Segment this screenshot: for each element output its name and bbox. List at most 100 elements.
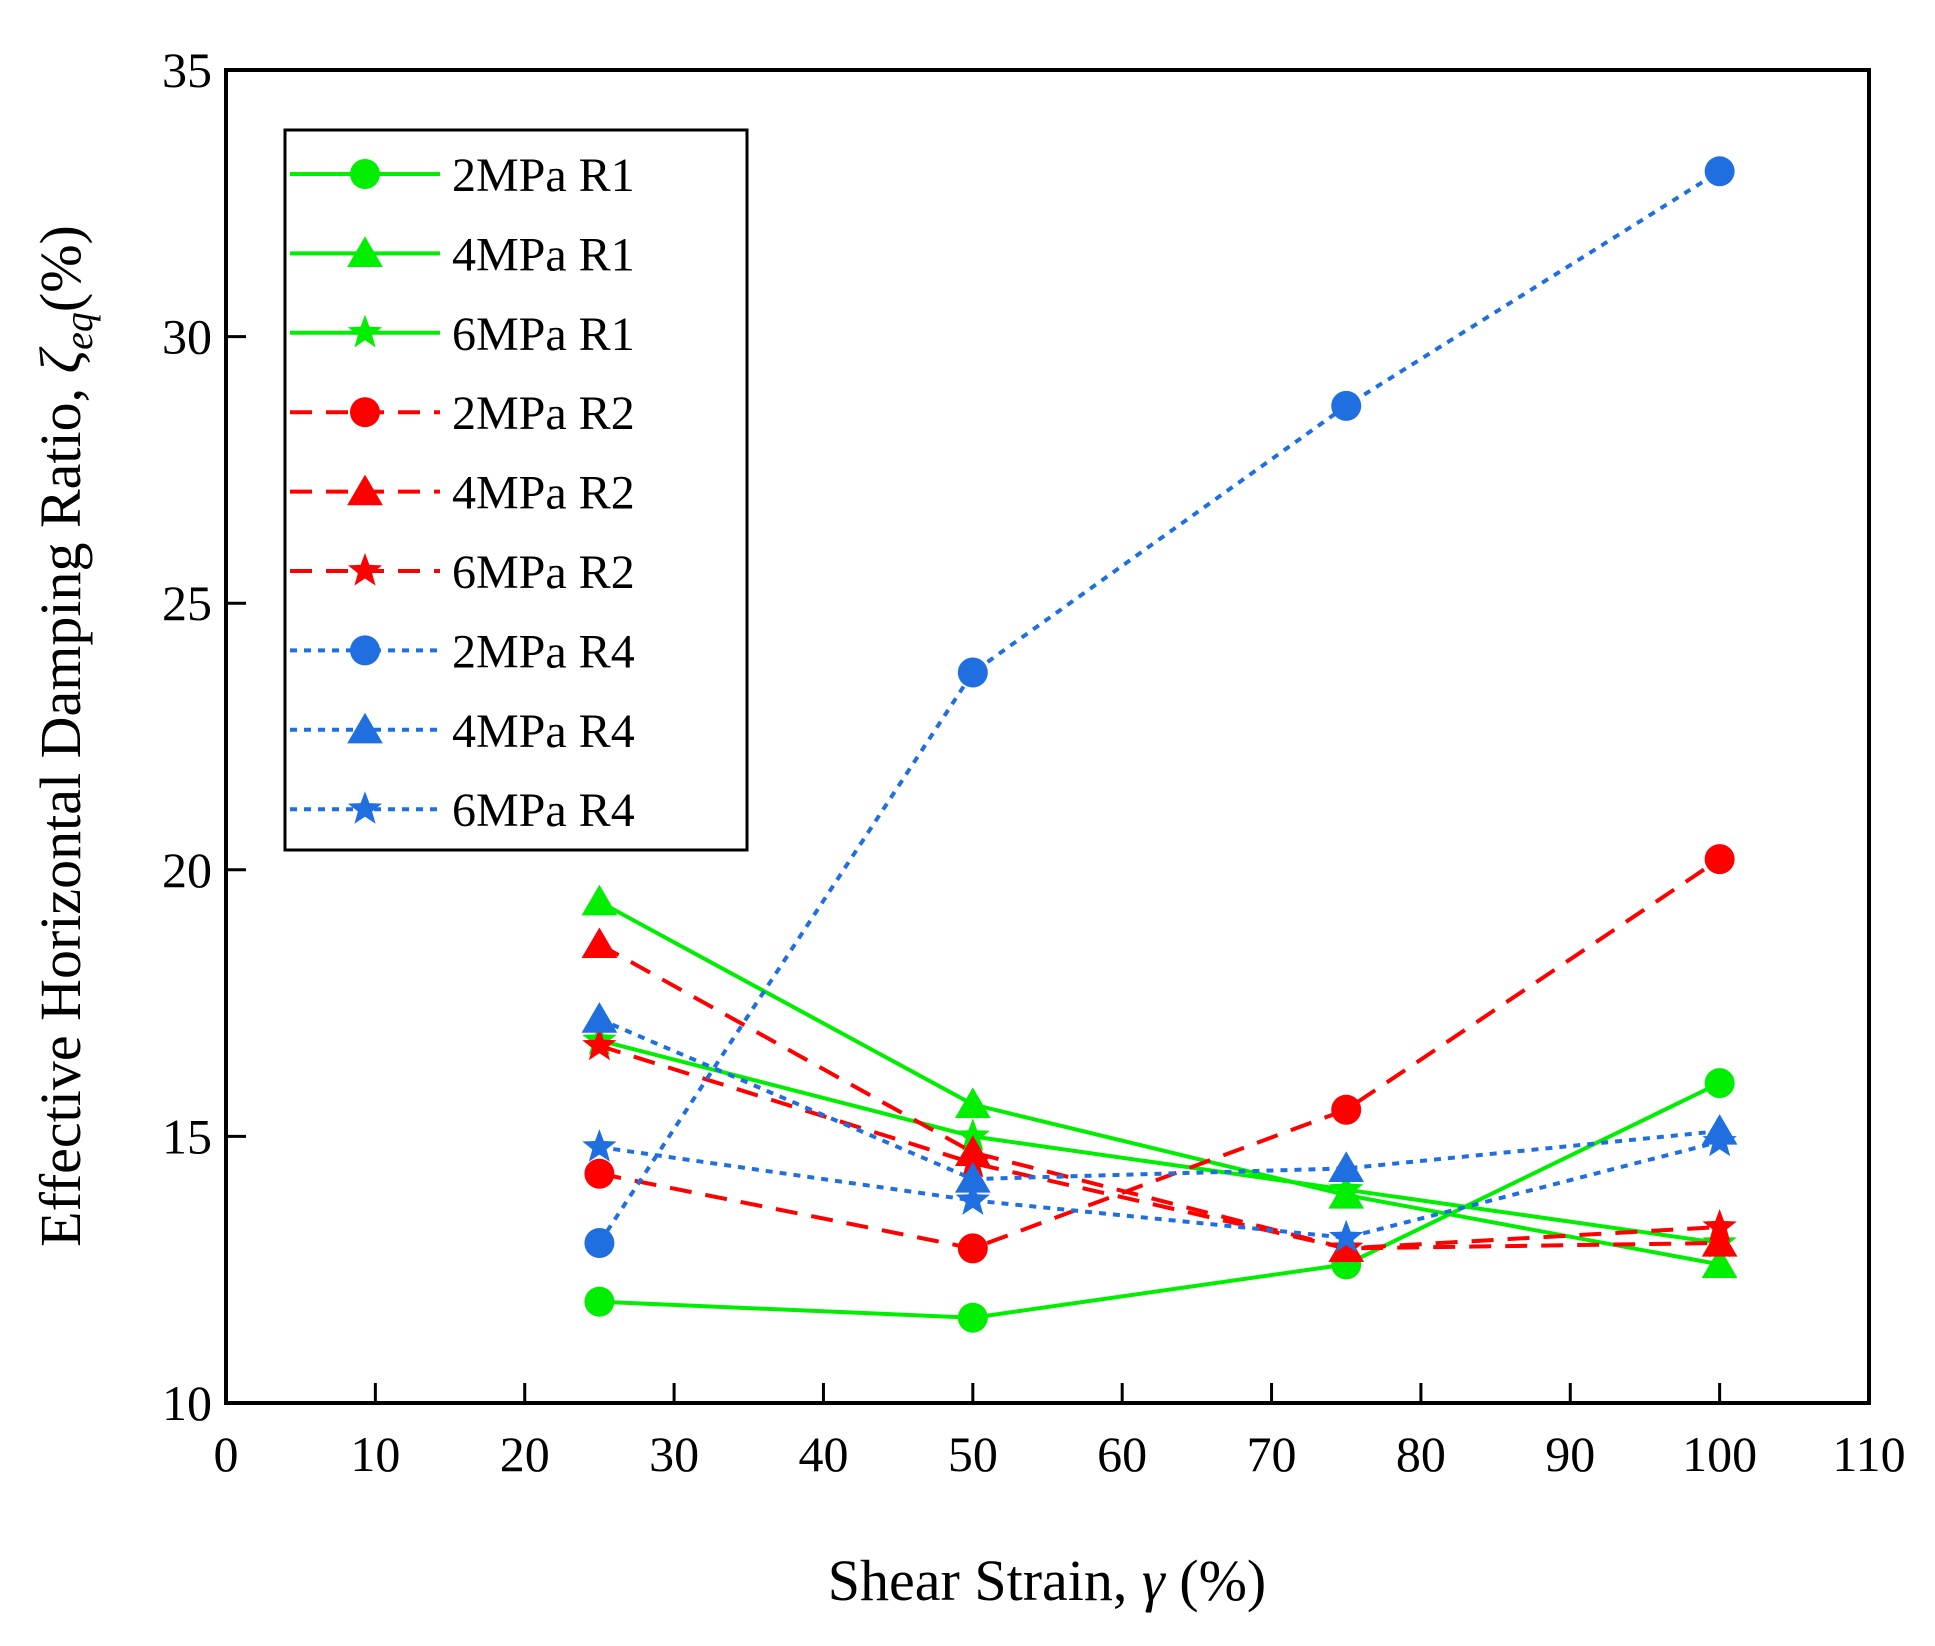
y-axis-title-prefix: Effective Horizontal Damping Ratio, xyxy=(28,373,93,1247)
data-point-2mpa-r1 xyxy=(584,1286,615,1317)
data-point-2mpa-r2 xyxy=(1704,844,1735,875)
legend-marker xyxy=(350,635,380,666)
data-point-6mpa-r4 xyxy=(582,1129,617,1162)
data-point-2mpa-r1 xyxy=(957,1302,988,1333)
legend-label: 2MPa R2 xyxy=(452,387,635,440)
x-tick-label: 70 xyxy=(1247,1426,1297,1482)
data-point-2mpa-r4 xyxy=(1704,156,1735,187)
plot-frame xyxy=(224,68,1871,1405)
data-point-4mpa-r4 xyxy=(581,1002,618,1033)
x-axis-title-prefix: Shear Strain, xyxy=(828,1548,1142,1613)
series-2mpa-r4 xyxy=(584,156,1735,1259)
series-line-2mpa-r2 xyxy=(599,857,1721,1251)
series-2mpa-r2 xyxy=(584,844,1735,1264)
data-point-4mpa-r2 xyxy=(1701,1226,1738,1257)
legend-marker xyxy=(347,236,383,267)
data-point-4mpa-r1 xyxy=(581,884,618,916)
legend-marker xyxy=(347,474,383,506)
data-point-6mpa-r2 xyxy=(1702,1209,1737,1242)
y-tick-label: 35 xyxy=(162,42,212,98)
x-axis-title-symbol: γ xyxy=(1142,1548,1167,1613)
series-layer xyxy=(581,156,1738,1333)
data-point-4mpa-r4 xyxy=(954,1162,991,1193)
data-point-6mpa-r4 xyxy=(1329,1219,1364,1253)
data-point-6mpa-r4 xyxy=(955,1182,990,1215)
series-line-2mpa-r1 xyxy=(599,1081,1721,1320)
series-6mpa-r2 xyxy=(582,1027,1737,1263)
legend-marker xyxy=(347,791,383,824)
series-line-4mpa-r4 xyxy=(598,1017,1720,1182)
y-tick-label: 30 xyxy=(162,309,212,365)
legend-item-6mpa-r1: 6MPa R1 xyxy=(290,308,635,361)
x-tick-label: 40 xyxy=(798,1426,848,1482)
x-axis: 0 10 20 30 40 50 60 70 80 90 100 110 xyxy=(214,1383,1906,1482)
legend-item-4mpa-r4: 4MPa R4 xyxy=(290,705,635,758)
x-tick-label: 90 xyxy=(1545,1426,1595,1482)
y-axis-title-suffix: (%) xyxy=(28,225,93,312)
legend-marker xyxy=(347,712,383,744)
legend-label: 2MPa R1 xyxy=(452,149,635,202)
data-point-2mpa-r2 xyxy=(584,1158,615,1189)
y-tick-label: 10 xyxy=(162,1375,212,1431)
data-point-2mpa-r1 xyxy=(1704,1068,1735,1099)
data-point-4mpa-r2 xyxy=(581,927,618,959)
legend-item-2mpa-r4: 2MPa R4 xyxy=(290,625,635,678)
data-point-6mpa-r2 xyxy=(955,1145,990,1178)
legend-item-6mpa-r4: 6MPa R4 xyxy=(290,784,635,837)
y-tick-label: 15 xyxy=(162,1108,212,1164)
legend-item-4mpa-r2: 4MPa R2 xyxy=(290,467,635,520)
legend-item-2mpa-r1: 2MPa R1 xyxy=(290,149,635,202)
series-6mpa-r1 xyxy=(582,1022,1737,1258)
series-line-4mpa-r1 xyxy=(598,900,1720,1267)
data-point-2mpa-r2 xyxy=(957,1233,988,1264)
x-tick-label: 0 xyxy=(214,1426,239,1482)
legend-marker xyxy=(347,553,383,586)
y-tick-label: 25 xyxy=(162,575,212,631)
y-axis: 10 15 20 25 30 35 xyxy=(162,42,246,1431)
series-line-6mpa-r2 xyxy=(598,1043,1720,1251)
x-tick-label: 30 xyxy=(649,1426,699,1482)
legend-label: 4MPa R4 xyxy=(452,705,635,758)
data-point-4mpa-r4 xyxy=(1328,1151,1365,1182)
data-point-6mpa-r1 xyxy=(955,1118,990,1151)
legend-label: 2MPa R4 xyxy=(452,625,635,678)
legend-item-2mpa-r2: 2MPa R2 xyxy=(290,387,635,440)
x-tick-label: 10 xyxy=(350,1426,400,1482)
data-point-2mpa-r4 xyxy=(957,657,988,688)
x-tick-label: 80 xyxy=(1396,1426,1446,1482)
legend-label: 6MPa R4 xyxy=(452,784,635,837)
legend: 2MPa R1 4MPa R1 6MPa R1 2MPa R2 4MPa R2 6MPa … xyxy=(283,128,749,852)
data-point-4mpa-r1 xyxy=(954,1087,991,1119)
series-line-6mpa-r1 xyxy=(598,1038,1720,1245)
x-axis-title-suffix: (%) xyxy=(1165,1548,1266,1613)
legend-item-4mpa-r1: 4MPa R1 xyxy=(290,228,635,281)
x-axis-title: Shear Strain, γ (%) xyxy=(828,1548,1266,1613)
legend-marker xyxy=(350,159,380,189)
x-tick-label: 60 xyxy=(1097,1426,1147,1482)
series-6mpa-r4 xyxy=(582,1123,1737,1253)
legend-label: 6MPa R2 xyxy=(452,546,635,599)
x-tick-label: 20 xyxy=(500,1426,550,1482)
data-point-6mpa-r2 xyxy=(582,1027,617,1061)
data-point-2mpa-r4 xyxy=(584,1228,615,1259)
y-axis-title-symbol: ζ xyxy=(28,346,93,373)
legend-label: 4MPa R1 xyxy=(452,228,635,281)
y-axis-title-subscript: eq xyxy=(56,312,101,350)
series-line-4mpa-r2 xyxy=(598,942,1720,1251)
data-point-2mpa-r4 xyxy=(1331,390,1362,421)
legend-marker xyxy=(350,397,380,428)
y-tick-label: 20 xyxy=(162,842,212,898)
data-point-6mpa-r1 xyxy=(1329,1171,1364,1205)
data-point-6mpa-r4 xyxy=(1702,1123,1737,1157)
x-tick-label: 110 xyxy=(1832,1426,1905,1482)
data-point-4mpa-r1 xyxy=(1701,1247,1738,1278)
data-point-6mpa-r2 xyxy=(1329,1230,1364,1263)
legend-marker xyxy=(347,314,383,348)
legend-label: 4MPa R2 xyxy=(452,467,635,520)
x-tick-label: 50 xyxy=(948,1426,998,1482)
data-point-2mpa-r2 xyxy=(1331,1094,1362,1125)
x-tick-label: 100 xyxy=(1682,1426,1757,1482)
legend-item-6mpa-r2: 6MPa R2 xyxy=(290,546,635,599)
y-axis-title: Effective Horizontal Damping Ratio, ζeq(… xyxy=(28,225,101,1247)
